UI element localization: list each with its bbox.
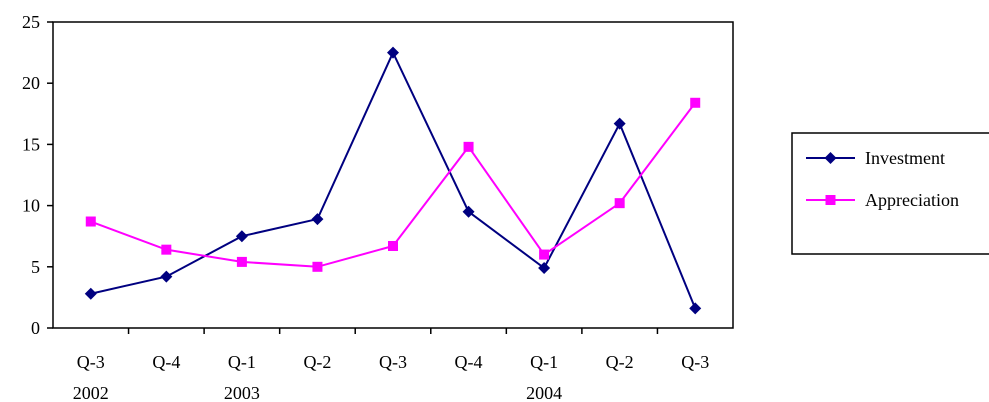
data-point-investment [462,205,475,218]
x-tick-label: Q-2 [303,352,331,372]
data-point-appreciation [388,240,398,251]
x-tick-label: Q-1 [228,352,256,372]
legend-box [791,132,989,255]
x-tick-label: Q-2 [606,352,634,372]
plot-area [52,21,734,329]
data-point-appreciation [85,216,96,227]
y-tick-label: 0 [31,318,40,338]
data-point-appreciation [690,97,701,108]
y-axis: 0 5 10 15 20 25 [22,12,53,338]
data-point-investment [689,302,702,315]
data-point-investment [538,262,551,275]
x-tick-label: Q-3 [681,352,709,372]
data-point-appreciation [236,256,247,267]
data-point-appreciation [161,244,172,255]
series-investment [84,46,702,315]
x-year-label: 2004 [526,383,562,402]
legend-marker-appreciation [825,195,836,205]
data-point-investment [160,270,173,283]
data-point-appreciation [539,249,550,260]
x-tick-label: Q-4 [455,352,483,372]
data-point-investment [235,230,248,243]
x-tick-label: Q-4 [152,352,180,372]
y-tick-label: 25 [22,12,40,32]
x-tick-label: Q-1 [530,352,558,372]
data-point-investment [387,46,399,59]
y-tick-label: 5 [31,257,40,277]
series-layer [84,46,702,315]
data-point-appreciation [614,198,625,209]
series-appreciation [85,97,701,272]
legend-label-investment: Investment [865,148,945,168]
legend-marker-investment [824,152,837,164]
data-point-investment [311,213,324,226]
data-point-investment [84,287,97,300]
legend-label-appreciation: Appreciation [865,190,959,210]
y-tick-label: 15 [22,134,40,154]
x-year-label: 2002 [73,383,109,402]
legend-item-appreciation: Appreciation [806,190,959,210]
y-tick-label: 10 [22,196,40,216]
data-point-appreciation [463,141,474,152]
data-point-investment [613,117,626,130]
x-tick-label: Q-3 [77,352,105,372]
data-point-appreciation [312,261,323,272]
x-axis: Q-3 Q-4 Q-1 Q-2 Q-3 Q-4 Q-1 Q-2 Q-3 2002 2003 2004 [73,328,709,402]
legend: Investment Appreciation [791,132,989,255]
y-tick-label: 20 [22,73,40,93]
x-tick-label: Q-3 [379,352,407,372]
legend-item-investment: Investment [806,148,945,168]
x-year-label: 2003 [224,383,260,402]
